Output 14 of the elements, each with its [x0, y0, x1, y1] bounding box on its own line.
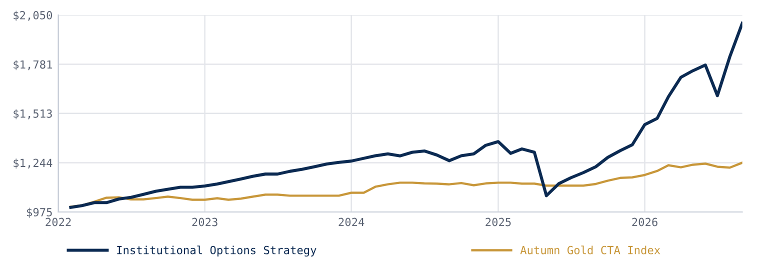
y-tick-label: $1,244 [14, 158, 52, 169]
legend-label: Institutional Options Strategy [117, 246, 316, 257]
y-tick-label: $1,513 [14, 109, 52, 120]
y-tick-label: $975 [27, 208, 52, 218]
y-tick-label: $2,050 [14, 10, 52, 21]
x-tick-label: 2025 [486, 218, 511, 226]
x-tick-label: 2024 [338, 218, 364, 226]
line-series [70, 162, 742, 208]
x-tick-label: 2026 [632, 218, 658, 226]
x-tick-label: 2022 [46, 218, 71, 226]
y-tick-label: $1,781 [14, 60, 52, 70]
line-series [69, 22, 742, 209]
x-tick-label: 2023 [192, 218, 218, 226]
legend-label: Autumn Gold CTA Index [520, 246, 660, 254]
